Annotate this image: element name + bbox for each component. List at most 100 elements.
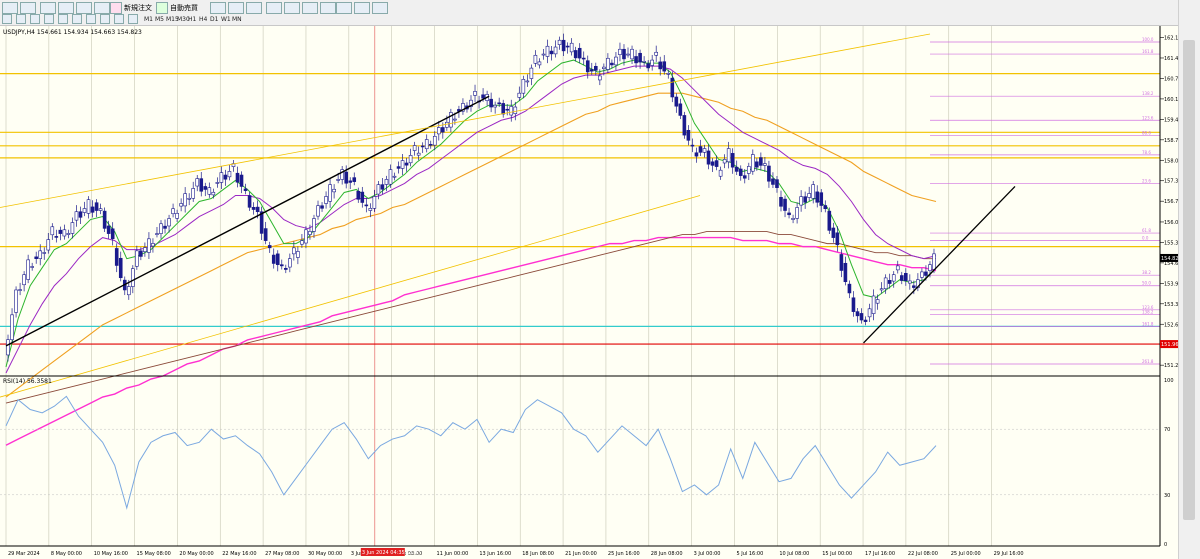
low-price-badge — [1160, 340, 1178, 349]
candle-body — [62, 229, 67, 237]
periods-icon[interactable] — [354, 2, 370, 14]
candle-body — [815, 191, 820, 203]
candle-chart-icon[interactable] — [228, 2, 244, 14]
autoscroll-icon[interactable] — [320, 2, 336, 14]
timeframe-w1[interactable]: W1 — [221, 16, 231, 23]
new-order-icon[interactable] — [110, 2, 122, 14]
fibonacci-icon[interactable] — [86, 14, 96, 24]
text-icon[interactable] — [100, 14, 110, 24]
candle-body — [871, 295, 876, 314]
candle-body — [211, 191, 216, 196]
timeframe-mn[interactable]: MN — [232, 16, 242, 23]
candle-body — [10, 314, 14, 340]
candle-body — [167, 218, 171, 227]
candle-body — [42, 252, 47, 254]
timeframe-m1[interactable]: M1 — [144, 16, 153, 23]
candle-body — [819, 192, 824, 206]
candle-body — [533, 54, 538, 64]
cursor-icon[interactable] — [2, 14, 12, 24]
tile-icon[interactable] — [302, 2, 318, 14]
candle-body — [396, 166, 401, 169]
candle-body — [702, 148, 707, 153]
candle-body — [904, 273, 908, 282]
market-watch-icon[interactable] — [40, 2, 56, 14]
scroll-thumb[interactable] — [1183, 40, 1195, 520]
candle-body — [678, 103, 683, 116]
x-tick-label: 10 Jul 08:00 — [779, 551, 809, 557]
fib-level-label: 88.6 — [1142, 130, 1151, 135]
trendline-icon[interactable] — [58, 14, 68, 24]
candle-body — [18, 289, 22, 291]
candle-body — [883, 277, 888, 290]
candle-body — [82, 208, 87, 213]
timeframe-h4[interactable]: H4 — [199, 16, 208, 23]
candle-body — [775, 179, 779, 188]
candle-body — [412, 145, 417, 151]
candle-body — [618, 48, 622, 55]
zoom-in-icon[interactable] — [266, 2, 282, 14]
candle-body — [38, 250, 43, 259]
timeframe-h1[interactable]: H1 — [188, 16, 197, 23]
ma-200-line — [5, 231, 936, 404]
candle-body — [26, 259, 30, 280]
line-chart-icon[interactable] — [246, 2, 262, 14]
candle-body — [203, 186, 208, 190]
timeframe-m5[interactable]: M5 — [155, 16, 164, 23]
x-tick-label: 13 Jun 16:00 — [479, 551, 511, 557]
x-tick-label: 5 Jul 16:00 — [736, 551, 763, 557]
candle-body — [887, 280, 892, 284]
x-tick-label: 22 May 16:00 — [222, 551, 256, 557]
x-tick-label: 29 Jul 16:00 — [994, 551, 1024, 557]
chart-area[interactable]: 100.0161.8138.2123.688.678.623.661.80.03… — [0, 26, 1178, 559]
indicators-icon[interactable] — [336, 2, 352, 14]
navigator-icon[interactable] — [76, 2, 92, 14]
profiles-icon[interactable] — [20, 2, 36, 14]
x-tick-label: 30 May 00:00 — [308, 551, 342, 557]
candle-body — [549, 50, 554, 55]
horizontal-line-icon[interactable] — [44, 14, 54, 24]
candle-body — [662, 61, 667, 72]
data-window-icon[interactable] — [58, 2, 74, 14]
crosshair-icon[interactable] — [16, 14, 26, 24]
candle-body — [296, 251, 300, 258]
terminal-icon[interactable] — [94, 2, 110, 14]
candle-body — [199, 178, 204, 192]
candle-body — [404, 162, 409, 166]
arrow-icon[interactable] — [128, 14, 138, 24]
candle-body — [368, 208, 373, 211]
autotrade-icon[interactable] — [156, 2, 168, 14]
candle-body — [610, 62, 614, 66]
label-icon[interactable] — [114, 14, 124, 24]
candle-body — [163, 225, 167, 229]
candle-body — [324, 196, 328, 204]
x-tick-label: 8 May 00:00 — [51, 551, 82, 557]
timeframe-m15[interactable]: M15 — [166, 16, 179, 23]
x-tick-label: 5 Jun 08:00 — [394, 551, 423, 557]
candle-body — [106, 225, 111, 234]
bar-chart-icon[interactable] — [210, 2, 226, 14]
templates-icon[interactable] — [372, 2, 388, 14]
timeframe-m30[interactable]: M30 — [177, 16, 190, 23]
autotrade-button[interactable]: 自動売買 — [170, 4, 198, 12]
candle-body — [598, 75, 602, 81]
timeframe-d1[interactable]: D1 — [210, 16, 219, 23]
fib-level-label: 0.0 — [1142, 236, 1149, 241]
candle-body — [751, 154, 755, 172]
fib-level-label: 78.6 — [1142, 150, 1151, 155]
candle-body — [513, 106, 518, 114]
candle-body — [94, 202, 99, 211]
zoom-out-icon[interactable] — [284, 2, 300, 14]
new-order-button[interactable]: 新規注文 — [124, 4, 152, 12]
scrollbar[interactable] — [1178, 0, 1200, 559]
channel-icon[interactable] — [72, 14, 82, 24]
candle-body — [594, 66, 598, 71]
candle-body — [630, 48, 634, 60]
highlight-date-bg — [360, 548, 405, 556]
candle-body — [686, 129, 691, 141]
x-tick-label: 10 May 16:00 — [94, 551, 128, 557]
fib-level-label: 61.8 — [1142, 228, 1151, 233]
new-chart-icon[interactable] — [2, 2, 18, 14]
vertical-line-icon[interactable] — [30, 14, 40, 24]
candle-body — [541, 53, 546, 56]
